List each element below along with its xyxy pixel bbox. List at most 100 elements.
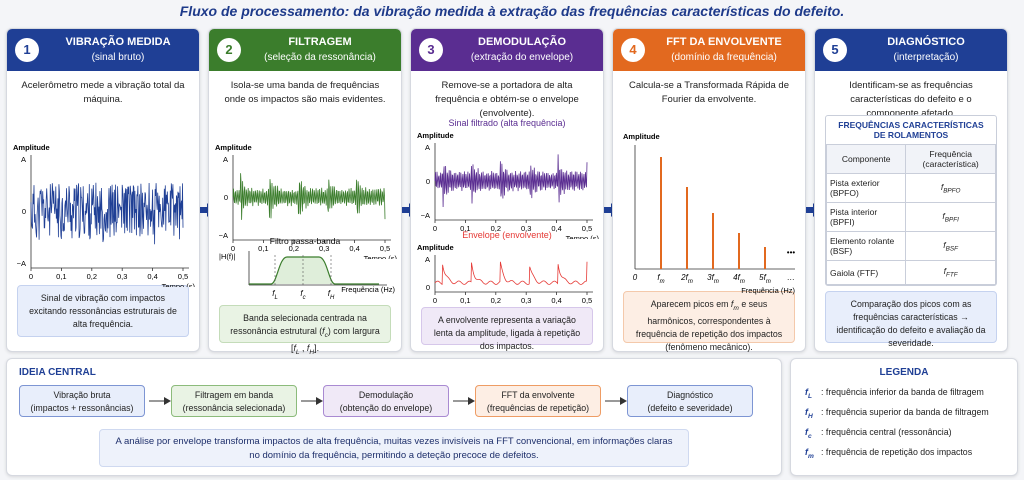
symbol-sub: m: [714, 279, 719, 285]
x-axis-label: Tempo (s): [566, 234, 600, 239]
y-tick-label: A: [425, 255, 430, 264]
symbol-sub: c: [303, 295, 306, 301]
step-number: 3: [419, 38, 443, 62]
legend-text: : frequência de repetição dos impactos: [821, 447, 973, 457]
symbol-sub: m: [733, 304, 739, 312]
symbol-base: 0: [633, 273, 638, 282]
table-title: FREQUÊNCIAS CARACTERÍSTICAS DE ROLAMENTO…: [838, 120, 984, 140]
symbol-base: f: [322, 326, 325, 336]
flow-box-subtitle: (obtenção do envelope): [339, 403, 433, 413]
symbol-base: 3f: [707, 273, 714, 282]
step-card: 4 FFT DA ENVOLVENTE (domínio da frequência…: [612, 28, 806, 352]
symbol-sub: m: [740, 279, 745, 285]
tick-label: 0: [633, 273, 638, 282]
flow-arrow: [605, 397, 627, 405]
x-tick-label: 0,3: [521, 296, 531, 305]
note-text: ,: [299, 342, 307, 353]
symbol-sub: c: [324, 331, 328, 339]
symbol-base: f: [805, 427, 808, 437]
x-tick-label: 0,2: [87, 272, 97, 281]
tick-label: fm: [657, 273, 664, 285]
step-card: 5 DIAGNÓSTICO (interpretação) Identificam-s…: [814, 28, 1008, 352]
tick-label: fH: [328, 289, 335, 301]
plot-label: Sinal filtrado (alta frequência): [448, 118, 565, 128]
note-text: Comparação dos picos com as frequências …: [836, 299, 986, 348]
y-axis-label: Amplitude: [13, 143, 50, 152]
symbol-sub: H: [807, 412, 813, 420]
step-description: Identificam-se as frequências caracterís…: [849, 80, 973, 119]
table-header: Componente: [825, 144, 907, 174]
filter-response: [249, 256, 379, 285]
legend-item: fH: frequência superior da banda de filt…: [805, 407, 989, 420]
note-text: Banda selecionada centrada na ressonânci…: [230, 313, 367, 336]
symbol-base: 2f: [680, 273, 688, 282]
step-card: 2 FILTRAGEM (seleção da ressonância) Isola-…: [208, 28, 402, 356]
y-tick-label: A: [425, 143, 430, 152]
symbol-base: f: [328, 289, 331, 298]
y-tick-label: A: [21, 155, 26, 164]
table-cell: fFTF: [905, 260, 996, 285]
legend: LEGENDA fL: frequência inferior da banda …: [790, 358, 1018, 476]
symbol-base: f: [293, 342, 296, 353]
step-title: FFT DA ENVOLVENTE: [666, 36, 782, 48]
note-text: Aparecem picos em: [650, 299, 731, 309]
step-card: 3 DEMODULAÇÃO (extração do envelope) Remove…: [410, 28, 604, 352]
signal-trace: [30, 182, 184, 245]
x-tick-label: 0,5: [582, 296, 592, 305]
table-row: Elemento rolante (BSF) fBSF: [825, 231, 996, 261]
symbol-base: f: [730, 299, 734, 309]
y-axis-label: |H(f)|: [219, 252, 235, 261]
legend-item: fL: frequência inferior da banda de filt…: [805, 387, 984, 400]
symbol: fm: [730, 299, 739, 312]
table-row: Pista interior (BPFI) fBPFI: [825, 202, 996, 232]
flow-arrow: [149, 397, 171, 405]
symbol-base: f: [306, 342, 310, 353]
flow-box-subtitle: (ressonância selecionada): [182, 403, 286, 413]
table-header-row: Componente Frequência (característica): [825, 144, 996, 174]
step-header: 4 FFT DA ENVOLVENTE (domínio da frequência…: [613, 29, 805, 71]
symbol-sub: H: [330, 295, 335, 301]
x-tick-label: 0,4: [349, 244, 359, 253]
symbol-sub: m: [688, 279, 693, 285]
symbol-base: 5f: [759, 273, 766, 282]
step-description: Isola-se uma banda de frequências onde o…: [224, 80, 386, 105]
step-description: Calcula-se a Transformada Rápida de Four…: [628, 80, 789, 105]
x-tick-label: 0,4: [551, 296, 561, 305]
x-tick-label: 0: [433, 296, 437, 305]
table-cell: Gaiola (FTF): [825, 260, 907, 285]
plot: Filtro passa-banda|H(f)|fL fc fHFrequência…: [219, 236, 395, 301]
step-description: Acelerômetro mede a vibração total da má…: [21, 80, 185, 105]
y-axis-label: Amplitude: [417, 243, 454, 252]
flow-box-subtitle: (impactos + ressonâncias): [30, 403, 134, 413]
symbol: fH: [805, 407, 821, 420]
symbol-base: f: [657, 273, 660, 282]
symbol: fFTF: [944, 266, 958, 279]
flow-box-title: Filtragem em banda: [194, 390, 274, 400]
symbol-sub: L: [295, 348, 300, 356]
bearing-table: FREQUÊNCIAS CARACTERÍSTICAS DE ROLAMENTO…: [825, 115, 997, 286]
plot: Sinal filtrado (alta frequência) Amplitud…: [417, 118, 600, 239]
flow-box-title: Vibração bruta: [53, 390, 111, 400]
flow-box-title: FFT da envolvente: [501, 390, 575, 400]
x-tick-label: 0,3: [117, 272, 127, 281]
x-tick-label: 0,2: [491, 224, 501, 233]
step-subtitle: (sinal bruto): [91, 52, 145, 63]
signal-trace: [434, 154, 588, 208]
step-header: 2 FILTRAGEM (seleção da ressonância): [209, 29, 401, 71]
symbol-sub: m: [807, 452, 814, 460]
tick-label: …: [787, 273, 795, 282]
legend-text: : frequência inferior da banda de filtra…: [821, 387, 984, 397]
symbol: fc: [805, 427, 821, 440]
arrow-head: [316, 397, 323, 405]
symbol-base: f: [805, 447, 808, 457]
y-tick-label: −A: [421, 211, 430, 220]
symbol-sub: L: [807, 392, 812, 400]
plot-label: Envelope (envolvente): [462, 230, 552, 240]
x-tick-label: 0: [29, 272, 33, 281]
x-tick-label: 0,2: [289, 244, 299, 253]
table-cell: Elemento rolante (BSF): [825, 231, 907, 261]
table-row: Pista exterior (BPFO) fBPFO: [825, 173, 996, 203]
legend-item: fm : frequência de repetição dos impactos: [805, 447, 972, 460]
symbol: fL: [293, 342, 300, 356]
